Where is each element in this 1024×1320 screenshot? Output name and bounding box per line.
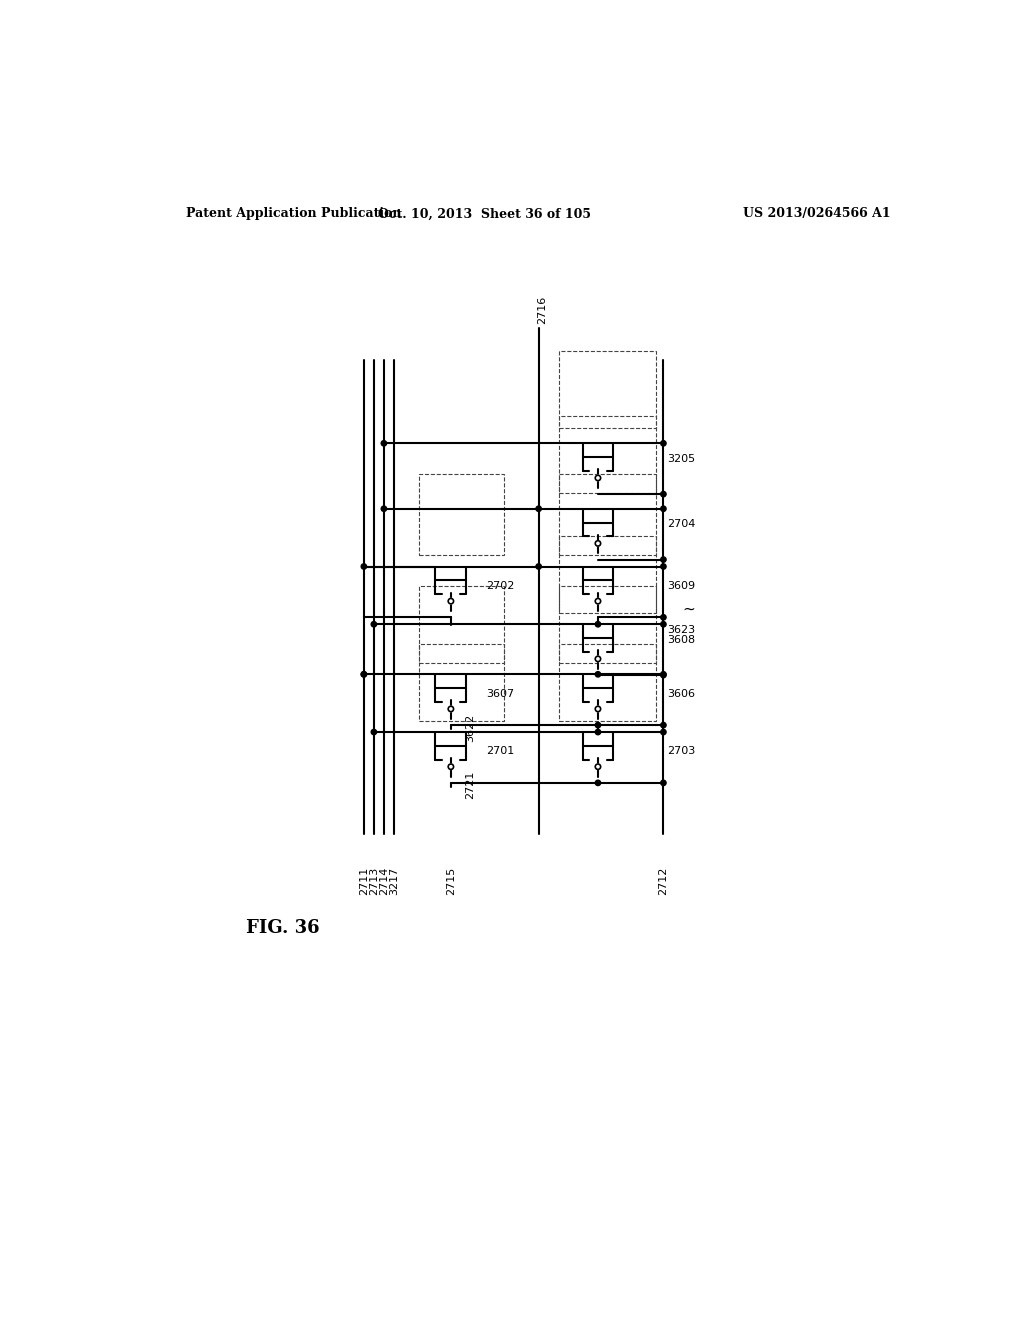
Circle shape: [660, 672, 666, 677]
Bar: [559, 644, 656, 721]
Bar: [419, 586, 504, 663]
Bar: [559, 351, 655, 428]
Text: 2702: 2702: [486, 581, 515, 591]
Circle shape: [595, 475, 601, 480]
Circle shape: [660, 730, 666, 735]
Text: 3606: 3606: [668, 689, 695, 698]
Circle shape: [595, 541, 601, 546]
Circle shape: [449, 598, 454, 603]
Circle shape: [449, 764, 454, 770]
Circle shape: [595, 780, 601, 785]
Text: 3205: 3205: [668, 454, 695, 463]
Circle shape: [361, 672, 367, 677]
Circle shape: [595, 656, 601, 661]
Circle shape: [660, 780, 666, 785]
Text: 3217: 3217: [389, 867, 399, 895]
Circle shape: [371, 730, 377, 735]
Circle shape: [595, 598, 601, 603]
Circle shape: [536, 506, 542, 511]
Text: 3623: 3623: [668, 626, 695, 635]
Circle shape: [660, 491, 666, 496]
Text: 3609: 3609: [668, 581, 695, 591]
Circle shape: [381, 506, 387, 511]
Bar: [559, 536, 656, 612]
Text: US 2013/0264566 A1: US 2013/0264566 A1: [742, 207, 890, 220]
Circle shape: [595, 722, 601, 727]
Text: 2715: 2715: [445, 867, 456, 895]
Text: 2712: 2712: [658, 867, 669, 895]
Text: Patent Application Publication: Patent Application Publication: [186, 207, 401, 220]
Circle shape: [595, 706, 601, 711]
Text: Oct. 10, 2013  Sheet 36 of 105: Oct. 10, 2013 Sheet 36 of 105: [378, 207, 591, 220]
Text: ~: ~: [683, 602, 695, 616]
Circle shape: [660, 622, 666, 627]
Circle shape: [660, 672, 666, 677]
Circle shape: [660, 506, 666, 511]
Circle shape: [449, 706, 454, 711]
Circle shape: [371, 622, 377, 627]
Text: 2714: 2714: [379, 867, 389, 895]
Circle shape: [660, 615, 666, 620]
Circle shape: [595, 622, 601, 627]
Text: 2711: 2711: [358, 867, 369, 895]
Circle shape: [361, 564, 367, 569]
Text: 2703: 2703: [668, 746, 695, 756]
Text: 2701: 2701: [486, 746, 514, 756]
Circle shape: [595, 764, 601, 770]
Circle shape: [381, 441, 387, 446]
Bar: [419, 474, 504, 554]
Circle shape: [595, 672, 601, 677]
Text: 3607: 3607: [486, 689, 514, 698]
Circle shape: [660, 722, 666, 727]
Circle shape: [660, 441, 666, 446]
Circle shape: [536, 564, 542, 569]
Bar: [419, 644, 504, 721]
Circle shape: [361, 672, 367, 677]
Circle shape: [660, 557, 666, 562]
Text: 2721: 2721: [465, 771, 475, 800]
Circle shape: [660, 564, 666, 569]
Text: FIG. 36: FIG. 36: [246, 920, 319, 937]
Text: 3608: 3608: [668, 635, 695, 644]
Text: 2716: 2716: [537, 296, 547, 323]
Bar: [559, 586, 656, 663]
Bar: [559, 416, 655, 494]
Circle shape: [595, 730, 601, 735]
Bar: [559, 474, 656, 554]
Text: 2704: 2704: [668, 519, 695, 529]
Text: 3622: 3622: [465, 713, 475, 742]
Text: 2713: 2713: [369, 867, 379, 895]
